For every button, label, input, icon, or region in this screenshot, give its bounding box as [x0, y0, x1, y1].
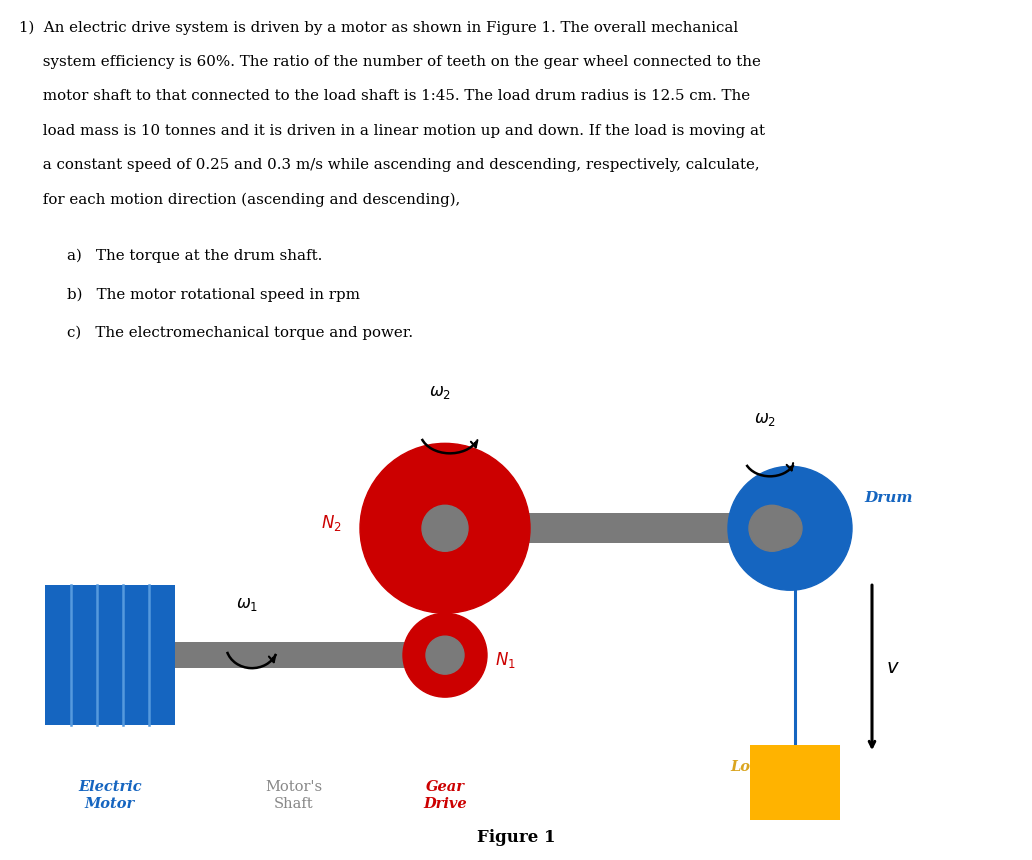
- Circle shape: [728, 466, 852, 590]
- Text: system efficiency is 60%. The ratio of the number of teeth on the gear wheel con: system efficiency is 60%. The ratio of t…: [19, 55, 761, 69]
- Text: $\omega_2$: $\omega_2$: [754, 411, 776, 428]
- Circle shape: [422, 506, 467, 551]
- Circle shape: [749, 506, 795, 551]
- Text: Motor's
Shaft: Motor's Shaft: [265, 780, 323, 811]
- Text: $N_1$: $N_1$: [495, 650, 516, 670]
- Bar: [45, 585, 175, 725]
- Text: for each motion direction (ascending and descending),: for each motion direction (ascending and…: [19, 193, 460, 207]
- Text: $\omega_1$: $\omega_1$: [236, 596, 258, 613]
- Text: 1)  An electric drive system is driven by a motor as shown in Figure 1. The over: 1) An electric drive system is driven by…: [19, 21, 738, 35]
- Bar: [175, 642, 445, 668]
- Circle shape: [762, 508, 802, 549]
- Text: motor shaft to that connected to the load shaft is 1:45. The load drum radius is: motor shaft to that connected to the loa…: [19, 89, 749, 103]
- Text: $\mathit{v}$: $\mathit{v}$: [886, 659, 900, 677]
- Text: Electric
Motor: Electric Motor: [78, 780, 141, 811]
- Text: Drum: Drum: [864, 491, 912, 506]
- Circle shape: [404, 613, 487, 697]
- Circle shape: [426, 636, 464, 674]
- Bar: [445, 513, 791, 544]
- Text: c)   The electromechanical torque and power.: c) The electromechanical torque and powe…: [67, 326, 413, 341]
- Text: load mass is 10 tonnes and it is driven in a linear motion up and down. If the l: load mass is 10 tonnes and it is driven …: [19, 124, 765, 138]
- Text: Gear
Drive: Gear Drive: [423, 780, 466, 811]
- Text: $N_2$: $N_2$: [321, 513, 342, 533]
- Text: Figure 1: Figure 1: [477, 829, 555, 846]
- Text: Load: Load: [730, 760, 770, 774]
- Text: a constant speed of 0.25 and 0.3 m/s while ascending and descending, respectivel: a constant speed of 0.25 and 0.3 m/s whi…: [19, 158, 760, 172]
- Text: $\omega_2$: $\omega_2$: [429, 384, 451, 402]
- Text: a)   The torque at the drum shaft.: a) The torque at the drum shaft.: [67, 249, 322, 263]
- Text: b)   The motor rotational speed in rpm: b) The motor rotational speed in rpm: [67, 287, 360, 302]
- Circle shape: [360, 444, 530, 613]
- Bar: [750, 745, 840, 820]
